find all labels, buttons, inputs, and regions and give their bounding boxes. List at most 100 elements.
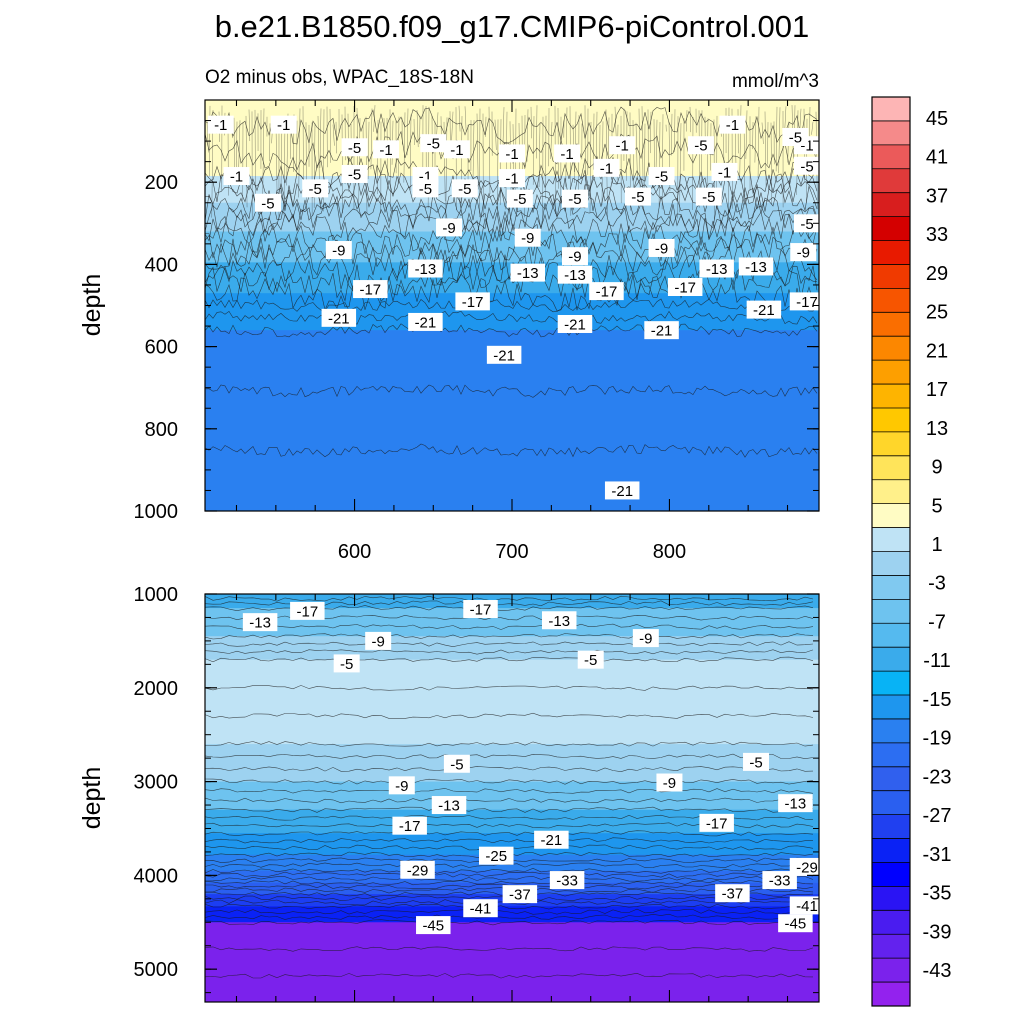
y-tick-label: 1000: [134, 584, 179, 606]
contour-label-bg: [743, 752, 770, 771]
contour-label-text: -17: [296, 603, 318, 620]
contour-label: -9: [436, 218, 463, 237]
contour-line: [205, 753, 814, 760]
contour-streak: [451, 111, 454, 141]
band-lower-12: [205, 906, 819, 924]
colorbar-label: -39: [923, 921, 952, 943]
contour-streak: [674, 109, 676, 153]
contour-label-text: -5: [800, 216, 813, 233]
contour-line: [205, 946, 814, 952]
contour-streak: [389, 109, 391, 212]
contour-label: -1: [719, 115, 746, 134]
contour-label-bg: [746, 300, 782, 319]
contour-line: [205, 830, 814, 837]
contour-label-bg: [400, 860, 435, 879]
colorbar-label: 45: [926, 108, 948, 130]
contour-label: -9: [790, 243, 817, 262]
contour-streak: [784, 106, 787, 132]
colorbar-box: [872, 216, 910, 242]
contour-label: -13: [699, 259, 734, 278]
contour-label: -9: [561, 247, 588, 266]
contour-streak: [280, 119, 283, 209]
upper-subtitle-right: mmol/m^3: [732, 71, 819, 92]
contour-label: -1: [554, 144, 581, 163]
contour-label-text: -9: [372, 633, 385, 650]
contour-label: -33: [762, 871, 797, 890]
contour-label-text: -37: [509, 887, 531, 904]
contour-label-text: -5: [450, 756, 463, 773]
contour-label: -5: [794, 214, 820, 233]
contour-label: -5: [412, 179, 439, 198]
contour-label-text: -5: [513, 191, 526, 208]
contour-streak: [358, 118, 361, 208]
colorbar-label: -43: [923, 960, 952, 982]
colorbar-box: [872, 790, 910, 816]
band-lower-7: [205, 833, 819, 856]
colorbar-label: 33: [926, 224, 948, 246]
contour-label-text: -37: [722, 886, 744, 903]
colorbar-box: [872, 264, 910, 289]
contour-label-bg: [534, 830, 569, 849]
contour-label-bg: [341, 138, 368, 157]
contour-label-bg: [549, 871, 585, 890]
colorbar-box: [872, 312, 910, 337]
contour-label: -1: [593, 158, 620, 177]
contour-line: [205, 384, 818, 398]
contour-line: [205, 806, 814, 813]
colorbar-box: [872, 718, 910, 744]
colorbar-label: -35: [923, 883, 952, 905]
contour-streak: [767, 122, 769, 165]
contour-label: -5: [254, 193, 281, 212]
contour-label: -21: [557, 314, 593, 333]
contour-label-text: -17: [462, 294, 484, 311]
colorbar-label: -31: [923, 844, 952, 866]
contour-label-text: -1: [230, 169, 243, 186]
contour-label-bg: [789, 896, 825, 915]
colorbar-box: [872, 288, 910, 313]
colorbar-box: [872, 742, 910, 768]
contour-label: -5: [443, 754, 470, 773]
contour-label: -21: [534, 830, 569, 849]
contour-label: -17: [455, 292, 490, 311]
x-tick-label: 700: [495, 541, 528, 563]
contour-label-bg: [557, 314, 593, 333]
colorbar-box: [872, 360, 910, 385]
contour-label-text: -5: [309, 181, 322, 198]
contour-label-bg: [632, 629, 659, 648]
contour-label-bg: [499, 144, 525, 163]
contour-streak: [679, 123, 682, 213]
colorbar-box: [872, 599, 910, 624]
contour-label-bg: [416, 916, 451, 935]
contour-label: -5: [341, 138, 368, 157]
contour-label-text: -13: [438, 798, 460, 815]
contour-label-text: -5: [261, 195, 274, 212]
contour-label-text: -21: [328, 310, 350, 327]
contour-label-text: -21: [493, 347, 515, 364]
colorbar-box: [872, 934, 910, 959]
contour-streak: [445, 117, 448, 219]
contour-label-text: -21: [564, 316, 586, 333]
lower-x-axis: [235, 594, 789, 1002]
contour-label-text: -21: [541, 832, 563, 849]
colorbar-box: [872, 982, 910, 1007]
contour-label-bg: [699, 813, 734, 832]
contour-label-bg: [656, 773, 683, 792]
contour-label-text: -9: [639, 631, 652, 648]
contour-label-bg: [436, 218, 463, 237]
colorbar-label: 9: [931, 457, 942, 479]
contour-streak: [383, 118, 386, 138]
contour-label-text: -13: [785, 796, 807, 813]
contour-label-bg: [408, 312, 443, 331]
lower-y-axis: 1000 2000 3000 4000 5000: [134, 584, 819, 994]
upper-y-label: depth: [78, 274, 106, 337]
contour-label: -1: [223, 167, 250, 186]
contour-label-bg: [695, 187, 722, 206]
contour-streak: [670, 113, 673, 156]
band-lower-5: [205, 781, 819, 811]
colorbar-label: 37: [926, 185, 948, 207]
contour-label-text: -13: [706, 261, 728, 278]
contour-streak: [799, 108, 802, 131]
contour-label: -1: [711, 162, 738, 181]
contour-streak: [370, 108, 373, 170]
y-tick-label: 3000: [134, 772, 179, 794]
